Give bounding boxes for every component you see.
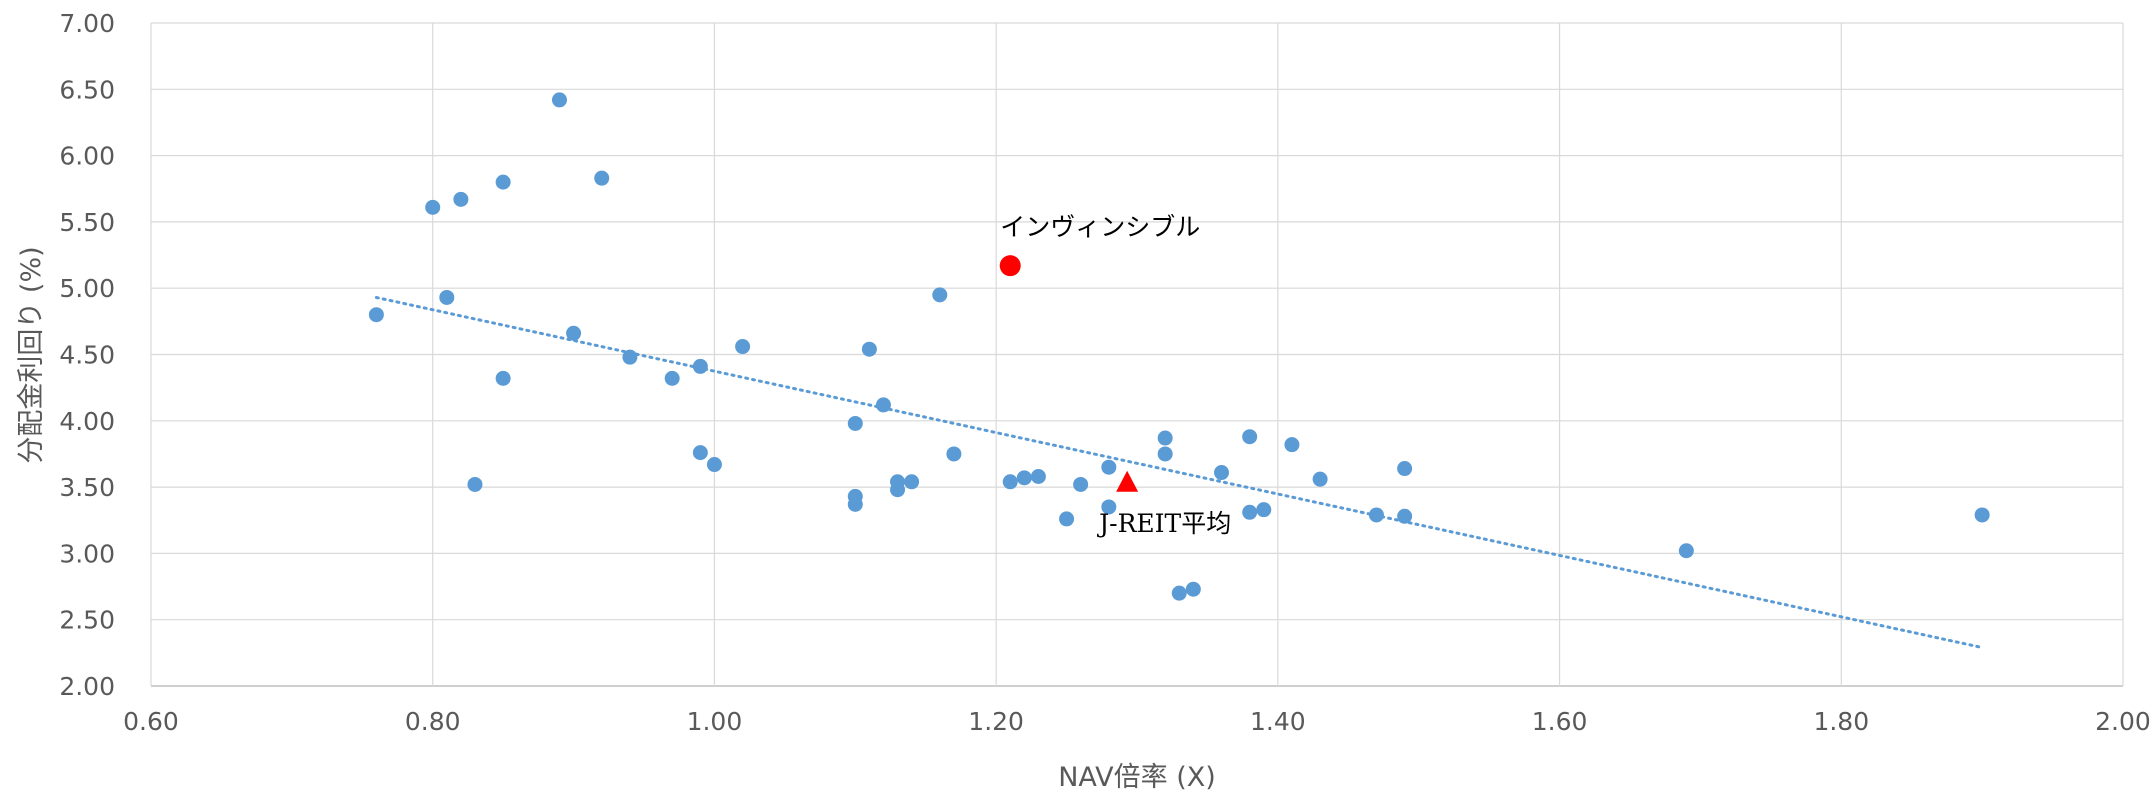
y-tick-label: 5.50 [59, 208, 115, 237]
data-point [1242, 504, 1258, 520]
data-point [1030, 468, 1046, 484]
highlight-label: J-REIT平均 [1096, 509, 1231, 538]
y-tick-label: 4.00 [59, 407, 115, 436]
trendline-layer [374, 295, 1984, 650]
data-point [1678, 543, 1694, 559]
data-point [664, 370, 680, 386]
highlight-label: インヴィンシブル [1000, 213, 1200, 242]
data-point [875, 397, 891, 413]
data-point [439, 289, 455, 305]
y-tick-label: 6.50 [59, 75, 115, 104]
highlight-circle-marker [999, 255, 1021, 277]
data-point [551, 92, 567, 108]
data-point [692, 358, 708, 374]
data-point [1185, 581, 1201, 597]
y-tick-label: 2.50 [59, 606, 115, 635]
y-tick-label: 4.50 [59, 341, 115, 370]
x-axis-title: NAV倍率 (X) [1058, 762, 1216, 793]
data-point [946, 446, 962, 462]
data-point [1059, 511, 1075, 527]
data-point [861, 341, 877, 357]
data-point [706, 457, 722, 473]
data-point [1397, 461, 1413, 477]
x-tick-label: 1.80 [1813, 707, 1869, 736]
data-point [692, 445, 708, 461]
data-point [735, 339, 751, 355]
data-point [1073, 476, 1089, 492]
x-tick-label: 2.00 [2095, 707, 2151, 736]
x-tick-label: 1.60 [1532, 707, 1588, 736]
data-point [1974, 507, 1990, 523]
data-point [1284, 437, 1300, 453]
data-point [1101, 459, 1117, 475]
data-point [453, 191, 469, 207]
data-point [932, 287, 948, 303]
data-point [495, 174, 511, 190]
y-tick-label: 5.00 [59, 274, 115, 303]
y-tick-label: 7.00 [59, 9, 115, 38]
y-tick-label: 6.00 [59, 142, 115, 171]
data-point [467, 476, 483, 492]
data-point [594, 170, 610, 186]
data-point [495, 370, 511, 386]
data-point [847, 496, 863, 512]
data-point [890, 482, 906, 498]
data-point [1214, 465, 1230, 481]
y-tick-label: 2.00 [59, 672, 115, 701]
data-point [1312, 471, 1328, 487]
y-axis-title: 分配金利回り (%) [16, 246, 47, 463]
data-point [1016, 470, 1032, 486]
x-tick-label: 1.00 [687, 707, 743, 736]
y-tick-label: 3.00 [59, 539, 115, 568]
data-point [1157, 446, 1173, 462]
grid-lines [150, 22, 2124, 687]
data-point [1256, 502, 1272, 518]
y-tick-label: 3.50 [59, 473, 115, 502]
data-point [622, 349, 638, 365]
data-point [425, 199, 441, 215]
x-tick-label: 0.80 [405, 707, 461, 736]
highlight-triangle-marker [1116, 470, 1139, 492]
data-point [1101, 499, 1117, 515]
data-point [1368, 507, 1384, 523]
y-tick-labels: 2.00 2.50 3.00 3.50 4.00 4.50 5.00 5.50 6.00 6.50… [59, 9, 115, 701]
data-point [368, 307, 384, 323]
data-point [847, 415, 863, 431]
data-point [1171, 585, 1187, 601]
x-tick-labels: 0.60 0.80 1.00 1.20 1.40 1.60 1.80 2.00 [123, 707, 2151, 736]
x-tick-label: 0.60 [123, 707, 179, 736]
x-tick-label: 1.40 [1250, 707, 1306, 736]
data-points [368, 92, 1990, 601]
highlight-markers: インヴィンシブル J-REIT平均 [999, 213, 1231, 538]
trendline [374, 295, 1984, 650]
data-point [1242, 429, 1258, 445]
data-point [1002, 474, 1018, 490]
x-tick-label: 1.20 [968, 707, 1024, 736]
data-point [566, 325, 582, 341]
data-point [904, 474, 920, 490]
data-point [1397, 508, 1413, 524]
data-point [1157, 430, 1173, 446]
